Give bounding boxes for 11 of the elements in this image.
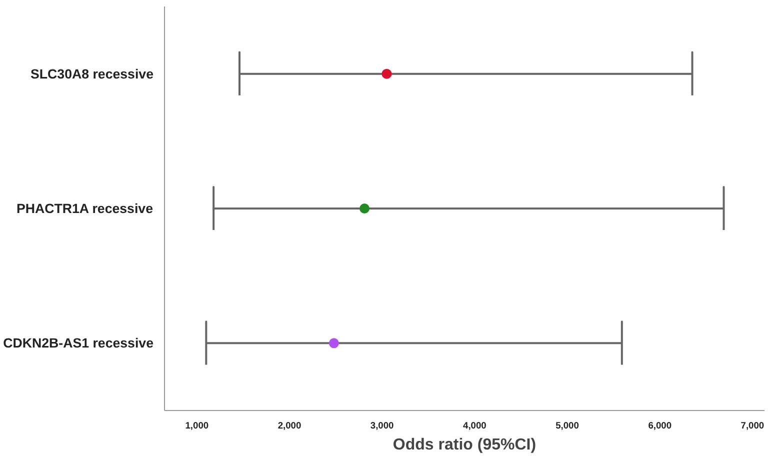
x-tick-label: 6,000: [648, 420, 672, 430]
x-tick-label: 3,000: [370, 420, 394, 430]
x-tick-label: 2,000: [278, 420, 302, 430]
x-tick-label: 5,000: [556, 420, 579, 430]
y-tick-label: CDKN2B-AS1 recessive: [3, 336, 154, 351]
y-tick-label: PHACTR1A recessive: [16, 201, 154, 216]
y-tick-label: SLC30A8 recessive: [30, 66, 154, 82]
x-tick-label: 4,000: [463, 420, 486, 430]
x-tick-label: 1,000: [185, 420, 209, 430]
x-axis-title: Odds ratio (95%CI): [392, 436, 536, 454]
x-tick-label: 7,000: [740, 420, 764, 430]
